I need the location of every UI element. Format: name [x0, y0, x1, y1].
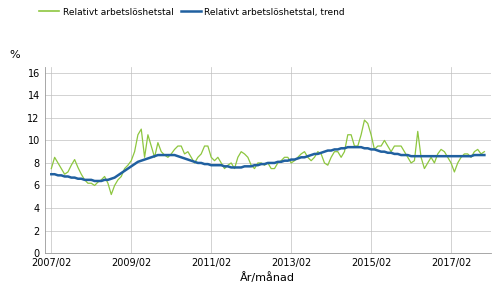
Line: Relativt arbetslöshetstal: Relativt arbetslöshetstal: [51, 120, 485, 195]
Relativt arbetslöshetstal: [88, 181, 94, 185]
Relativt arbetslöshetstal: [222, 167, 228, 170]
Relativt arbetslöshetstal: [482, 150, 488, 153]
Relativt arbetslöshetstal, trend: [188, 159, 194, 163]
Relativt arbetslöshetstal, trend: [92, 179, 98, 183]
Relativt arbetslöshetstal: [188, 156, 194, 159]
Relativt arbetslöshetstal, trend: [222, 164, 228, 168]
Relativt arbetslöshetstal, trend: [482, 153, 488, 157]
Legend: Relativt arbetslöshetstal, Relativt arbetslöshetstal, trend: Relativt arbetslöshetstal, Relativt arbe…: [39, 8, 345, 16]
Relativt arbetslöshetstal: [362, 118, 368, 122]
Relativt arbetslöshetstal: [108, 193, 114, 196]
Relativt arbetslöshetstal, trend: [48, 172, 54, 176]
Relativt arbetslöshetstal: [212, 159, 218, 163]
Relativt arbetslöshetstal, trend: [212, 163, 218, 167]
Text: %: %: [9, 50, 19, 60]
Relativt arbetslöshetstal: [271, 167, 277, 170]
Relativt arbetslöshetstal, trend: [385, 151, 391, 155]
Line: Relativt arbetslöshetstal, trend: Relativt arbetslöshetstal, trend: [51, 147, 485, 181]
Relativt arbetslöshetstal: [385, 144, 391, 148]
Relativt arbetslöshetstal: [48, 167, 54, 170]
Relativt arbetslöshetstal, trend: [345, 145, 351, 149]
X-axis label: År/månad: År/månad: [241, 272, 295, 283]
Relativt arbetslöshetstal, trend: [271, 161, 277, 165]
Relativt arbetslöshetstal, trend: [88, 178, 94, 182]
